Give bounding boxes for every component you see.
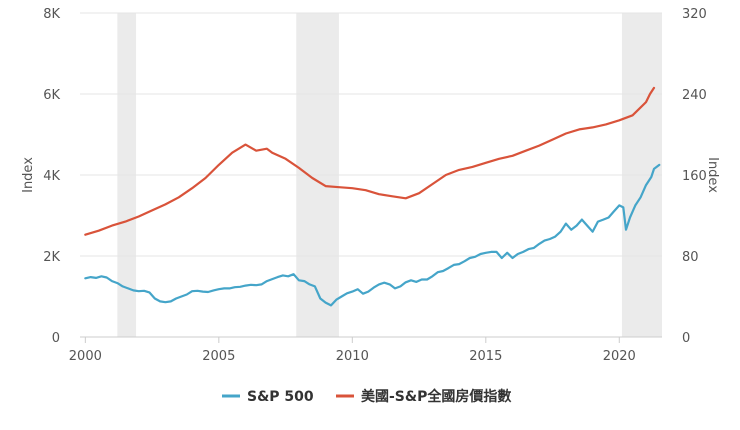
legend-item-house-price[interactable]: 美國-S&P全國房價指數 [336, 388, 511, 405]
x-tick-label: 2020 [603, 349, 636, 364]
series-line-sp500[interactable] [84, 163, 661, 307]
x-tick-label: 2005 [202, 349, 235, 364]
series-line-house-price[interactable] [84, 86, 656, 236]
y-left-tick-label: 6K [43, 88, 60, 103]
x-tick-label: 2015 [469, 349, 502, 364]
legend-label-house-price: 美國-S&P全國房價指數 [361, 388, 511, 405]
legend-item-sp500[interactable]: S&P 500 [222, 389, 314, 405]
x-tick-label: 2010 [336, 349, 369, 364]
y-right-tick-label: 240 [682, 88, 707, 103]
y-right-tick-label: 80 [682, 250, 699, 265]
series-lines [84, 86, 661, 307]
legend-label-sp500: S&P 500 [247, 389, 314, 405]
y-axis-left: 0 2K 4K 6K 8K [43, 7, 60, 346]
y-left-tick-label: 0 [52, 331, 60, 346]
x-tick-label: 2000 [69, 349, 102, 364]
y-left-tick-label: 8K [43, 7, 60, 22]
y-axis-right-title: Index [705, 157, 720, 193]
gridlines [80, 12, 662, 257]
y-axis-left-title: Index [21, 157, 36, 193]
x-axis: 2000 2005 2010 2015 2020 [69, 336, 662, 364]
y-right-tick-label: 320 [682, 7, 707, 22]
y-axis-right: 0 80 160 240 320 [682, 7, 707, 346]
legend: S&P 500 美國-S&P全國房價指數 [222, 388, 511, 405]
y-right-tick-label: 0 [682, 331, 690, 346]
y-left-tick-label: 2K [43, 250, 60, 265]
y-left-tick-label: 4K [43, 169, 60, 184]
y-right-tick-label: 160 [682, 169, 707, 184]
